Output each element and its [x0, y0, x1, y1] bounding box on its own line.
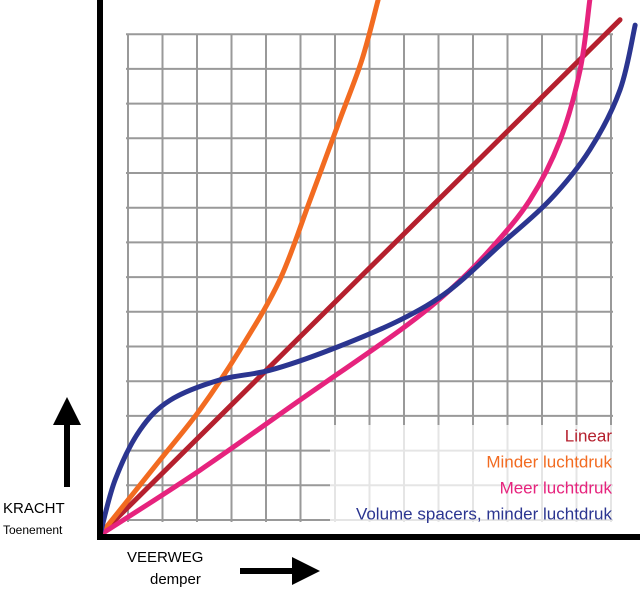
legend-label: Volume spacers, minder luchtdruk: [356, 504, 613, 523]
y-axis-sublabel: Toenement: [3, 523, 63, 537]
x-axis-label: VEERWEG: [127, 549, 203, 566]
series-line: [100, 17, 623, 535]
series-line: [100, 22, 638, 535]
arrow-up-head: [53, 397, 81, 425]
legend-label: Linear: [565, 426, 613, 445]
series-line: [100, 0, 381, 535]
x-axis-sublabel: demper: [150, 571, 201, 588]
legend-label: Minder luchtdruk: [486, 452, 612, 471]
legend-background: [330, 425, 640, 525]
y-axis-label: KRACHT: [3, 500, 65, 517]
legend-label: Meer luchtdruk: [500, 478, 613, 497]
lines: [100, 0, 638, 535]
arrow-right-head: [292, 557, 320, 585]
legend: Linear Minder luchtdruk Meer luchtdruk Volu…: [356, 426, 613, 523]
